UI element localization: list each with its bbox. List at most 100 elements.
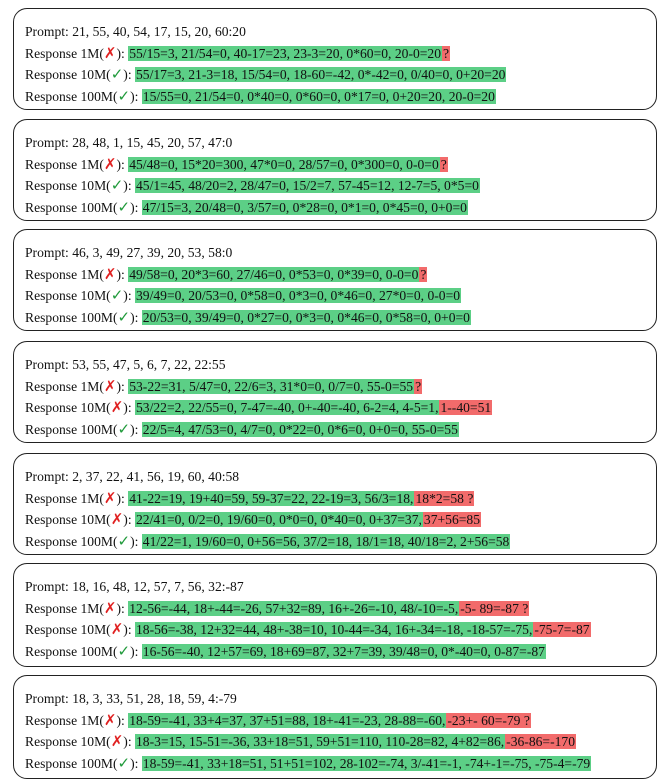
correct-steps-highlight: 16-56=-40, 12+57=69, 18+69=87, 32+7=39, … [141, 643, 546, 659]
prompt-text: Prompt: 28, 48, 1, 15, 45, 20, 57, 47:0 [25, 135, 233, 150]
label-separator: ): [130, 643, 142, 659]
correct-steps-highlight: 55/17=3, 21-3=18, 15/54=0, 18-60=-42, 0*… [135, 67, 507, 82]
response-line: Response 10M(✗): 18-56=-38, 12+32=44, 48… [25, 619, 656, 641]
response-label: Response 1M( [25, 378, 104, 394]
response-line: Response 1M(✗): 41-22=19, 19+40=59, 59-3… [25, 488, 656, 510]
correct-steps-highlight: 22/41=0, 0/2=0, 19/60=0, 0*0=0, 0*40=0, … [135, 512, 423, 527]
correct-steps-highlight: 18-59=-41, 33+4=37, 37+51=88, 18+-41=-23… [128, 712, 447, 728]
check-mark-icon: ✓ [110, 286, 124, 304]
response-label: Response 10M( [25, 622, 111, 637]
response-line: Response 100M(✓): 16-56=-40, 12+57=69, 1… [25, 641, 656, 663]
response-label: Response 1M( [25, 45, 104, 61]
label-separator: ): [123, 400, 135, 415]
error-step-highlight: ? [442, 45, 451, 61]
response-line: Response 100M(✓): 20/53=0, 39/49=0, 0*27… [25, 307, 656, 329]
response-line: Response 100M(✓): 18-59=-41, 33+18=51, 5… [25, 753, 656, 775]
check-mark-icon: ✓ [117, 753, 131, 772]
response-line: Response 100M(✓): 47/15=3, 20/48=0, 3/57… [25, 197, 656, 219]
example-panel: Prompt: 18, 16, 48, 12, 57, 7, 56, 32:-8… [13, 563, 657, 667]
response-label: Response 100M( [25, 755, 118, 771]
response-label: Response 1M( [25, 600, 104, 616]
example-panel: Prompt: 28, 48, 1, 15, 45, 20, 57, 47:0 R… [13, 119, 657, 221]
response-line: Response 1M(✗): 12-56=-44, 18+-44=-26, 5… [25, 598, 656, 620]
response-line: Response 10M(✓): 55/17=3, 21-3=18, 15/54… [25, 64, 656, 86]
correct-steps-highlight: 12-56=-44, 18+-44=-26, 57+32=89, 16+-26=… [128, 600, 460, 616]
response-line: Response 10M(✓): 45/1=45, 48/20=2, 28/47… [25, 175, 656, 197]
label-separator: ): [116, 156, 129, 172]
check-mark-icon: ✓ [117, 641, 131, 660]
prompt-text: Prompt: 46, 3, 49, 27, 39, 20, 53, 58:0 [25, 245, 233, 260]
cross-mark-icon: ✗ [103, 264, 117, 283]
cross-mark-icon: ✗ [110, 620, 124, 638]
correct-steps-highlight: 41/22=1, 19/60=0, 0+56=56, 37/2=18, 18/1… [141, 533, 511, 549]
example-panel: Prompt: 18, 3, 33, 51, 28, 18, 59, 4:-79… [13, 675, 657, 779]
response-label: Response 1M( [25, 266, 104, 282]
error-step-highlight: -5- 89=-87 ? [459, 600, 530, 616]
label-separator: ): [123, 512, 135, 527]
example-panel: Prompt: 53, 55, 47, 5, 6, 7, 22, 22:55 Re… [13, 341, 657, 443]
label-separator: ): [123, 178, 135, 193]
correct-steps-highlight: 53-22=31, 5/47=0, 22/6=3, 31*0=0, 0/7=0,… [128, 378, 415, 394]
response-line: Response 1M(✗): 18-59=-41, 33+4=37, 37+5… [25, 710, 656, 732]
label-separator: ): [123, 288, 135, 303]
error-step-highlight: ? [414, 378, 423, 394]
correct-steps-highlight: 53/22=2, 22/55=0, 7-47=-40, 0+-40=-40, 6… [135, 400, 440, 415]
response-line: Response 10M(✗): 18-3=15, 15-51=-36, 33+… [25, 731, 656, 753]
response-label: Response 10M( [25, 67, 111, 82]
correct-steps-highlight: 47/15=3, 20/48=0, 3/57=0, 0*28=0, 0*1=0,… [141, 199, 468, 215]
response-label: Response 100M( [25, 199, 118, 215]
check-mark-icon: ✓ [117, 197, 131, 216]
label-separator: ): [123, 67, 135, 82]
cross-mark-icon: ✗ [110, 510, 124, 528]
correct-steps-highlight: 20/53=0, 39/49=0, 0*27=0, 0*3=0, 0*46=0,… [141, 309, 471, 325]
correct-steps-highlight: 39/49=0, 20/53=0, 0*58=0, 0*3=0, 0*46=0,… [135, 288, 462, 303]
response-line: Response 100M(✓): 15/55=0, 21/54=0, 0*40… [25, 86, 656, 108]
response-label: Response 10M( [25, 288, 111, 303]
response-label: Response 100M( [25, 533, 118, 549]
example-panel: Prompt: 2, 37, 22, 41, 56, 19, 60, 40:58… [13, 453, 657, 555]
correct-steps-highlight: 18-3=15, 15-51=-36, 33+18=51, 59+51=110,… [135, 734, 506, 749]
response-line: Response 1M(✗): 55/15=3, 21/54=0, 40-17=… [25, 43, 656, 65]
prompt-text: Prompt: 2, 37, 22, 41, 56, 19, 60, 40:58 [25, 469, 240, 484]
response-label: Response 1M( [25, 490, 104, 506]
response-label: Response 10M( [25, 178, 111, 193]
label-separator: ): [116, 712, 129, 728]
label-separator: ): [130, 309, 142, 325]
cross-mark-icon: ✗ [103, 488, 117, 507]
label-separator: ): [130, 88, 142, 104]
check-mark-icon: ✓ [117, 307, 131, 326]
response-label: Response 100M( [25, 88, 118, 104]
correct-steps-highlight: 15/55=0, 21/54=0, 0*40=0, 0*60=0, 0*17=0… [141, 88, 496, 104]
cross-mark-icon: ✗ [110, 398, 124, 416]
error-step-highlight: 37+56=85 [422, 512, 482, 527]
prompt-text: Prompt: 18, 3, 33, 51, 28, 18, 59, 4:-79 [25, 691, 237, 706]
error-step-highlight: -75-7=-87 [533, 622, 591, 637]
response-line: Response 1M(✗): 45/48=0, 15*20=300, 47*0… [25, 154, 656, 176]
check-mark-icon: ✓ [110, 65, 124, 83]
correct-steps-highlight: 55/15=3, 21/54=0, 40-17=23, 23-3=20, 0*6… [128, 45, 443, 61]
correct-steps-highlight: 49/58=0, 20*3=60, 27/46=0, 0*53=0, 0*39=… [128, 266, 420, 282]
error-step-highlight: 18*2=58 ? [414, 490, 475, 506]
response-line: Response 100M(✓): 41/22=1, 19/60=0, 0+56… [25, 531, 656, 553]
correct-steps-highlight: 18-56=-38, 12+32=44, 48+-38=10, 10-44=-3… [135, 622, 534, 637]
check-mark-icon: ✓ [117, 86, 131, 105]
label-separator: ): [116, 45, 129, 61]
label-separator: ): [123, 622, 135, 637]
example-panel: Prompt: 46, 3, 49, 27, 39, 20, 53, 58:0 R… [13, 229, 657, 331]
correct-steps-highlight: 45/48=0, 15*20=300, 47*0=0, 28/57=0, 0*3… [128, 156, 440, 172]
label-separator: ): [130, 533, 142, 549]
error-step-highlight: 1--40=51 [439, 400, 493, 415]
label-separator: ): [130, 421, 142, 437]
response-label: Response 100M( [25, 643, 118, 659]
label-separator: ): [116, 490, 129, 506]
response-line: Response 1M(✗): 53-22=31, 5/47=0, 22/6=3… [25, 376, 656, 398]
error-step-highlight: -36-86=-170 [505, 734, 576, 749]
correct-steps-highlight: 41-22=19, 19+40=59, 59-37=22, 22-19=3, 5… [128, 490, 415, 506]
cross-mark-icon: ✗ [103, 154, 117, 173]
error-step-highlight: -23+- 60=-79 ? [446, 712, 531, 728]
response-line: Response 100M(✓): 22/5=4, 47/53=0, 4/7=0… [25, 419, 656, 441]
label-separator: ): [116, 600, 129, 616]
label-separator: ): [130, 755, 142, 771]
response-label: Response 10M( [25, 512, 111, 527]
response-label: Response 1M( [25, 156, 104, 172]
